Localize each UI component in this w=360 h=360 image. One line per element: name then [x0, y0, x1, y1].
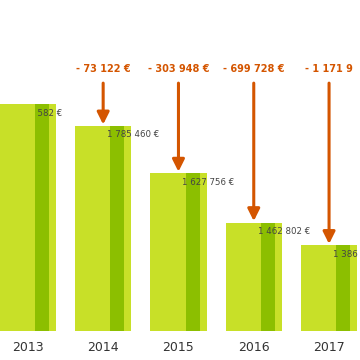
- Bar: [301, 246, 357, 331]
- Bar: [261, 222, 275, 331]
- Bar: [35, 104, 49, 331]
- Bar: [110, 126, 124, 331]
- Text: 1 785 460 €: 1 785 460 €: [107, 130, 159, 139]
- Bar: [185, 173, 200, 331]
- Bar: [0, 104, 56, 331]
- Bar: [150, 173, 207, 331]
- Bar: [225, 222, 282, 331]
- Text: 1 462 802 €: 1 462 802 €: [257, 227, 310, 236]
- Text: - 73 122 €: - 73 122 €: [76, 64, 130, 74]
- Text: - 1 171 9: - 1 171 9: [305, 64, 353, 74]
- Text: de la Dotation Globale de Fonctionnement: de la Dotation Globale de Fonctionnement: [0, 12, 273, 26]
- Text: 1 627 756 €: 1 627 756 €: [182, 178, 234, 187]
- Text: 1 386 31: 1 386 31: [333, 250, 360, 259]
- Text: - 699 728 €: - 699 728 €: [223, 64, 284, 74]
- Bar: [75, 126, 131, 331]
- Text: - 303 948 €: - 303 948 €: [148, 64, 209, 74]
- Text: 582 €: 582 €: [32, 109, 62, 118]
- Bar: [336, 246, 350, 331]
